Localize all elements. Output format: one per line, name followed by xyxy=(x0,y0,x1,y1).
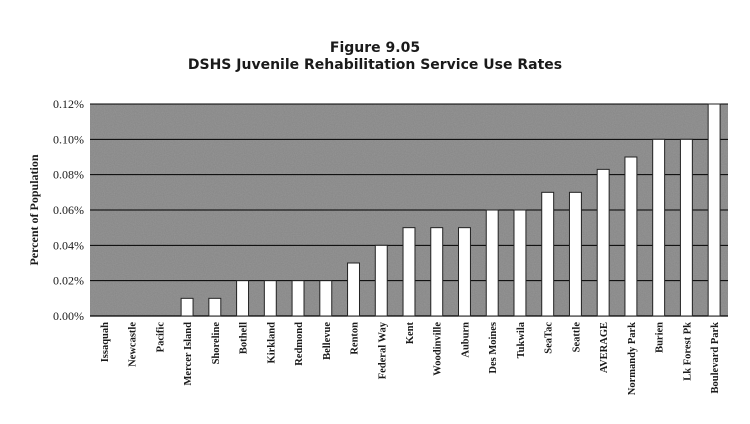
bar xyxy=(596,168,610,317)
x-tick-label: Mercer Island xyxy=(183,322,194,386)
y-tick-label: 0.12% xyxy=(53,97,84,111)
bar xyxy=(541,191,555,317)
bar xyxy=(402,227,416,317)
bar xyxy=(568,191,582,317)
bar xyxy=(430,227,444,317)
bars xyxy=(180,103,721,317)
x-tick-label: Newcastle xyxy=(128,322,139,367)
bar xyxy=(652,138,666,317)
x-tick-label: Burien xyxy=(655,322,666,353)
bar xyxy=(679,138,693,317)
bar xyxy=(707,103,721,317)
bar xyxy=(236,280,250,317)
x-tick-label: Normandy Park xyxy=(627,322,638,395)
x-tick-label: Renton xyxy=(350,322,361,355)
y-tick-label: 0.10% xyxy=(53,132,84,146)
bar xyxy=(263,280,277,317)
bar xyxy=(347,262,360,317)
y-axis-ticks: 0.00% 0.02% 0.04% 0.06% 0.08% 0.10% 0.12% xyxy=(53,97,84,323)
x-tick-label: Boulevard Park xyxy=(710,322,721,394)
x-tick-label: Seattle xyxy=(571,322,582,353)
x-tick-label: Redmond xyxy=(294,322,305,366)
x-tick-label: Des Moines xyxy=(488,322,499,374)
bar xyxy=(374,244,388,317)
x-tick-label: Bellevue xyxy=(322,322,333,360)
y-tick-label: 0.08% xyxy=(53,168,84,182)
x-tick-label: SeaTac xyxy=(544,322,555,354)
y-axis-label: Percent of Population xyxy=(27,154,41,265)
bar xyxy=(208,297,222,317)
x-tick-label: Kirkland xyxy=(266,322,277,364)
y-tick-label: 0.02% xyxy=(53,274,84,288)
x-axis-labels: Issaquah Newcastle Pacific Mercer Island Sho… xyxy=(100,321,721,395)
chart-subtitle: DSHS Juvenile Rehabilitation Service Use… xyxy=(187,57,563,73)
x-tick-label: Bothell xyxy=(239,322,250,354)
x-tick-label: AVERAGE xyxy=(599,322,610,373)
bar xyxy=(458,227,471,317)
x-tick-label: Kent xyxy=(405,322,416,345)
y-tick-label: 0.00% xyxy=(53,309,84,323)
bar xyxy=(291,280,305,317)
y-tick-label: 0.06% xyxy=(53,203,84,217)
bar xyxy=(180,297,194,317)
x-tick-label: Lk Forest Pk xyxy=(682,322,693,381)
x-tick-label: Issaquah xyxy=(100,322,111,362)
bar xyxy=(513,209,527,317)
bar xyxy=(319,280,333,317)
x-tick-label: Auburn xyxy=(460,322,471,358)
x-tick-label: Woodinville xyxy=(433,322,444,376)
y-tick-label: 0.04% xyxy=(53,238,84,252)
bar xyxy=(485,209,499,317)
x-tick-label: Tukwila xyxy=(516,321,527,358)
x-tick-label: Shoreline xyxy=(211,322,222,365)
chart-title-block: Figure 9.05 DSHS Juvenile Rehabilitation… xyxy=(0,40,750,74)
bar xyxy=(624,156,638,317)
chart-title: Figure 9.05 xyxy=(329,40,421,56)
x-tick-label: Federal Way xyxy=(377,321,388,379)
x-tick-label: Pacific xyxy=(155,322,166,353)
